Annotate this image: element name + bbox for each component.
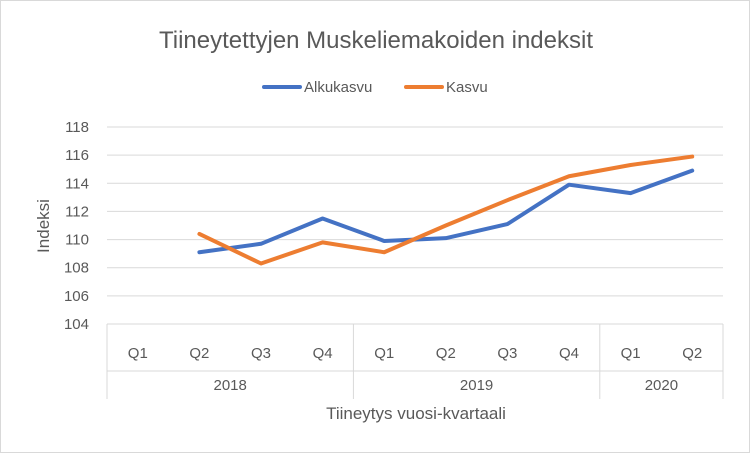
x-group-label: 2020 [645, 377, 678, 394]
x-group-label: 2019 [460, 377, 493, 394]
x-tick-label: Q1 [374, 345, 394, 362]
y-tick-label: 114 [65, 175, 89, 192]
x-tick-label: Q4 [559, 345, 579, 362]
x-axis: Q1 Q2 Q3 Q4 Q1 Q2 Q3 Q4 Q1 Q2 2018 2019 2020 [106, 323, 724, 399]
data-point [198, 233, 200, 235]
series-line-kasvu [197, 154, 695, 266]
data-point [322, 241, 324, 243]
data-point [630, 164, 632, 166]
x-axis-title: Tiineytys vuosi-kvartaali [326, 404, 506, 423]
data-point [691, 170, 693, 172]
y-axis-title: Indeksi [34, 199, 53, 253]
x-tick-label: Q3 [251, 345, 271, 362]
y-axis-ticks: 104 106 108 110 112 114 116 118 [64, 119, 89, 333]
data-point [506, 223, 508, 225]
data-point [691, 156, 693, 158]
y-tick-label: 108 [64, 260, 89, 277]
x-tick-label: Q1 [128, 345, 148, 362]
legend-label: Alkukasvu [304, 79, 372, 96]
x-tick-label: Q2 [189, 345, 209, 362]
y-tick-label: 116 [65, 147, 89, 164]
data-point [506, 199, 508, 201]
x-tick-label: Q4 [313, 345, 333, 362]
gridlines [107, 126, 723, 325]
y-tick-label: 118 [65, 119, 89, 136]
data-point [260, 262, 262, 264]
data-point [383, 251, 385, 253]
data-point [322, 217, 324, 219]
data-point [568, 184, 570, 186]
x-tick-label: Q2 [436, 345, 456, 362]
y-tick-label: 106 [64, 288, 89, 305]
data-point [198, 251, 200, 253]
series-lines [197, 154, 695, 266]
x-tick-label: Q3 [497, 345, 517, 362]
legend-label: Kasvu [446, 79, 488, 96]
x-group-label: 2018 [214, 377, 247, 394]
data-point [445, 225, 447, 226]
chart-title: Tiineytettyjen Muskeliemakoiden indeksit [159, 27, 593, 54]
data-point [445, 237, 447, 239]
data-point [630, 192, 632, 194]
data-point [383, 240, 385, 242]
legend: Alkukasvu Kasvu [262, 79, 488, 96]
data-point [260, 243, 262, 245]
y-tick-label: 104 [64, 316, 89, 333]
y-tick-label: 112 [65, 203, 89, 220]
x-tick-label: Q2 [682, 345, 702, 362]
x-tick-label: Q1 [621, 345, 641, 362]
data-point [568, 175, 570, 177]
y-tick-label: 110 [65, 232, 89, 249]
